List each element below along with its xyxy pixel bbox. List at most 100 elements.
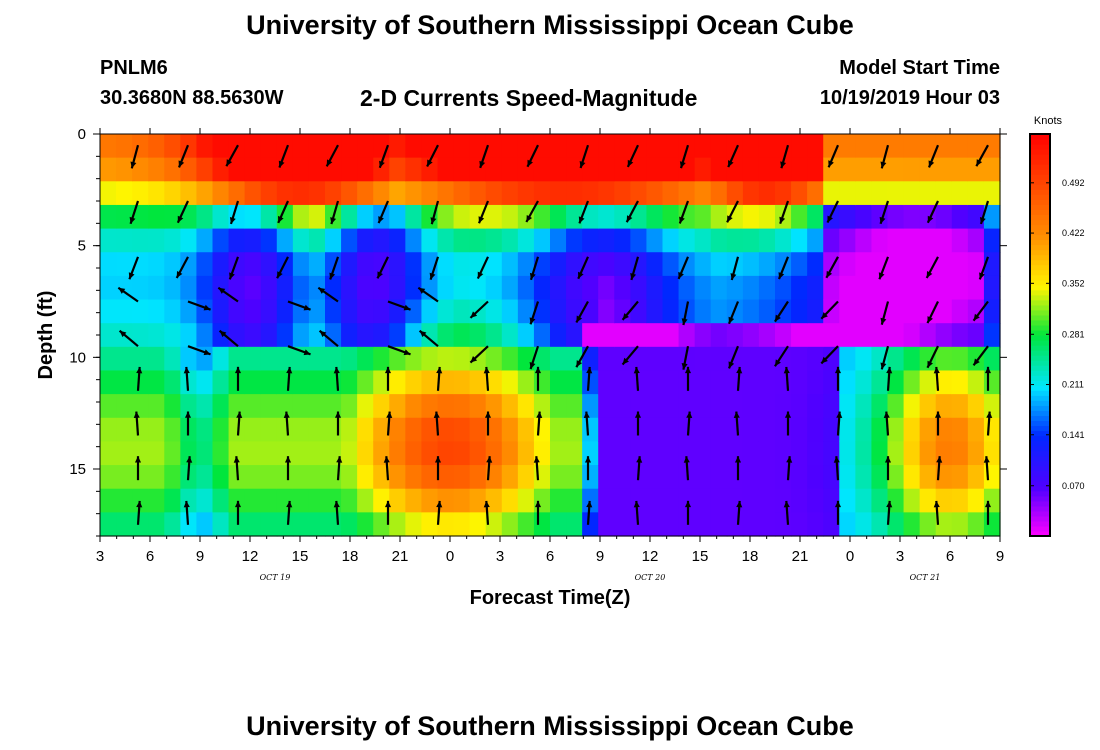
vector-arrowhead <box>418 287 426 294</box>
x-tick-label: 21 <box>792 548 809 565</box>
heatmap-cell <box>292 441 310 466</box>
heatmap-cell <box>148 134 165 159</box>
vector-arrowhead <box>527 159 533 167</box>
colorbar-segment <box>1030 515 1050 522</box>
vector-arrowhead <box>973 313 980 321</box>
heatmap-cell <box>132 370 149 395</box>
vector-arrowhead <box>578 216 585 224</box>
heatmap-cell <box>887 441 905 466</box>
y-axis-label: Depth (ft) <box>35 291 57 380</box>
heatmap-cell <box>244 323 262 348</box>
vector-arrowhead <box>784 411 792 418</box>
vector-arrowhead <box>926 271 933 279</box>
heatmap-cell <box>357 323 374 348</box>
heatmap-cell <box>566 181 583 206</box>
vector-arrowhead <box>278 215 284 223</box>
vector-arrowhead <box>584 456 592 463</box>
heatmap-cell <box>839 157 856 182</box>
heatmap-cell <box>678 228 696 253</box>
heatmap-cell <box>373 299 390 324</box>
heatmap-cell <box>517 323 535 348</box>
heatmap-cell <box>550 346 567 372</box>
vector-arrowhead <box>684 366 692 374</box>
vector-arrowhead <box>529 362 536 369</box>
vector-arrowhead <box>681 362 688 370</box>
heatmap-cell <box>839 346 856 372</box>
heatmap-cell <box>919 441 937 466</box>
heatmap-cell <box>308 275 326 301</box>
heatmap-cell <box>903 465 921 490</box>
heatmap-cell <box>887 417 905 443</box>
heatmap-cell <box>260 134 278 159</box>
heatmap-cell <box>967 134 985 159</box>
heatmap-cell <box>180 394 198 419</box>
heatmap-cell <box>566 228 583 253</box>
heatmap-cell <box>325 417 342 443</box>
heatmap-cell <box>775 488 792 513</box>
heatmap-cell <box>453 157 471 182</box>
heatmap-cell <box>517 228 535 253</box>
heatmap-cell <box>855 346 873 372</box>
vector-arrowhead <box>430 217 437 225</box>
heatmap-cell <box>389 370 406 395</box>
heatmap-cell <box>598 346 615 372</box>
heatmap-cell <box>598 228 615 253</box>
heatmap-cell <box>903 512 921 537</box>
vector-arrowhead <box>834 366 842 374</box>
heatmap-cell <box>710 204 728 230</box>
heatmap-cell <box>566 394 583 419</box>
heatmap-cell <box>951 488 969 513</box>
heatmap-cell <box>678 417 696 443</box>
heatmap-cell <box>630 441 648 466</box>
heatmap-cell <box>453 417 471 443</box>
heatmap-cell <box>758 252 776 277</box>
heatmap-cell <box>646 512 664 537</box>
heatmap-cell <box>630 370 648 395</box>
heatmap-cell <box>341 323 358 348</box>
colorbar-segment <box>1030 249 1050 256</box>
heatmap-cell <box>276 370 294 395</box>
heatmap-cell <box>951 252 969 277</box>
heatmap-cell <box>292 394 310 419</box>
heatmap-cell <box>325 275 342 301</box>
heatmap-cell <box>807 323 824 348</box>
heatmap-cell <box>823 181 840 206</box>
heatmap-cell <box>292 488 310 513</box>
heatmap-cell <box>373 417 390 443</box>
heatmap-cell <box>453 441 471 466</box>
vector-arrowhead <box>979 272 985 280</box>
heatmap-cell <box>758 181 776 206</box>
vector-arrowhead <box>780 161 787 169</box>
heatmap-cell <box>919 134 937 159</box>
heatmap-cell <box>855 275 873 301</box>
vector-arrowhead <box>333 500 340 508</box>
vector-arrowhead <box>679 161 686 169</box>
colorbar-segment <box>1030 420 1050 427</box>
heatmap-cell <box>614 204 631 230</box>
heatmap-cell <box>791 252 808 277</box>
heatmap-cell <box>791 394 808 419</box>
vector-arrowhead <box>880 317 887 325</box>
heatmap-cell <box>855 441 873 466</box>
vector-arrowhead <box>886 366 893 374</box>
heatmap-cell <box>582 488 599 513</box>
heatmap-cell <box>308 417 326 443</box>
heatmap-cell <box>823 204 840 230</box>
heatmap-cell <box>871 370 889 395</box>
heatmap-cell <box>148 370 165 395</box>
vector-arrowhead <box>736 500 743 508</box>
heatmap-cell <box>823 299 840 324</box>
heatmap-cell <box>742 252 760 277</box>
heatmap-cell <box>983 204 1001 230</box>
heatmap-cell <box>807 488 824 513</box>
vector-arrowhead <box>533 456 540 463</box>
heatmap-cell <box>196 157 214 182</box>
colorbar-segment <box>1030 269 1050 276</box>
heatmap-cell <box>501 299 519 324</box>
footer-title: University of Southern Mississippi Ocean… <box>246 711 854 741</box>
heatmap-cell <box>967 346 985 372</box>
heatmap-cell <box>630 275 648 301</box>
heatmap-cell <box>485 370 503 395</box>
heatmap-cell <box>164 417 181 443</box>
heatmap-cell <box>919 157 937 182</box>
